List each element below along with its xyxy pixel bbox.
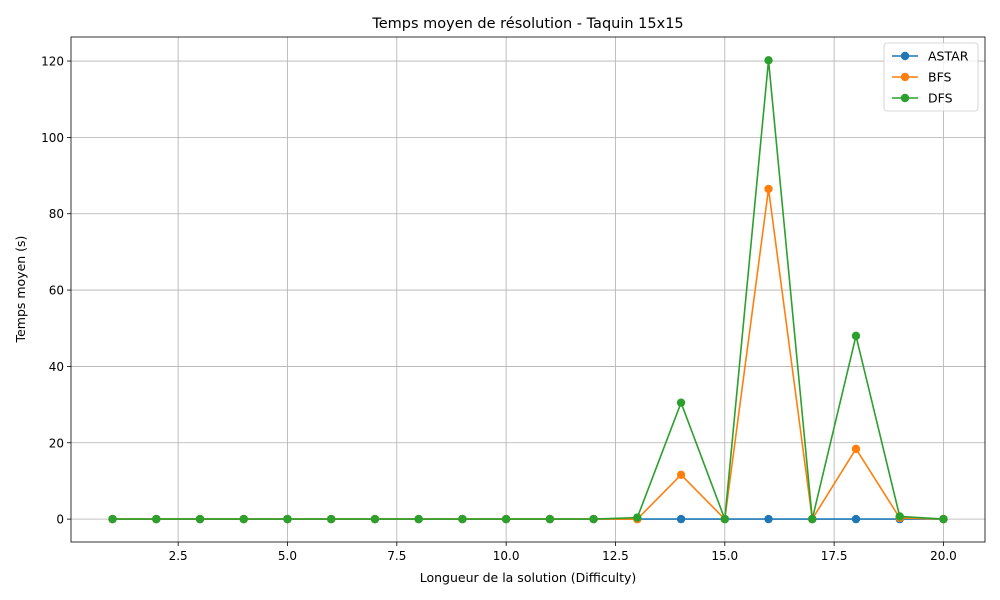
data-point-bfs [676, 470, 686, 480]
data-point-dfs [808, 514, 817, 524]
data-point-dfs [720, 514, 729, 524]
axis-ticks: 2.5 5.0 7.5 10.0 12.5 15.0 17.5 20.0 0 20 40 60 80 10… [41, 55, 957, 563]
grid [71, 37, 985, 542]
x-tick-label: 20.0 [930, 549, 957, 563]
data-point-dfs [195, 514, 205, 524]
y-tick-label: 20 [49, 436, 64, 450]
data-point-dfs [764, 56, 773, 65]
plot-series [108, 56, 948, 524]
series-line-dfs [112, 59, 944, 520]
legend: ASTAR BFS DFS [883, 42, 979, 112]
x-tick-label: 7.5 [387, 549, 406, 563]
y-tick-label: 60 [49, 284, 64, 298]
legend-marker-dfs [900, 93, 910, 103]
data-point-dfs [545, 514, 555, 524]
legend-label-astar: ASTAR [928, 49, 969, 64]
data-point-dfs [370, 514, 380, 524]
legend-label-dfs: DFS [928, 91, 953, 106]
legend-item-dfs: DFS [892, 91, 953, 106]
data-point-bfs [851, 444, 861, 454]
data-point-dfs [851, 331, 861, 341]
x-tick-label: 5.0 [278, 549, 297, 563]
legend-item-astar: ASTAR [892, 49, 969, 64]
data-point-dfs [458, 514, 467, 524]
legend-marker-bfs [900, 72, 910, 82]
x-axis-label: Longueur de la solution (Difficulty) [420, 570, 637, 585]
legend-item-bfs: BFS [892, 70, 952, 85]
data-point-dfs [676, 398, 686, 407]
data-point-dfs [939, 514, 948, 524]
y-tick-label: 100 [41, 131, 64, 145]
series-dfs [108, 56, 948, 524]
data-point-astar [676, 514, 686, 524]
x-tick-label: 12.5 [602, 549, 629, 563]
x-tick-label: 15.0 [711, 549, 738, 563]
data-point-bfs [764, 184, 773, 194]
data-point-dfs [283, 514, 292, 524]
y-tick-label: 40 [49, 360, 64, 374]
y-tick-label: 120 [41, 55, 64, 69]
data-point-dfs [108, 514, 117, 524]
data-point-dfs [589, 514, 598, 524]
y-axis-label: Temps moyen (s) [13, 236, 28, 344]
legend-marker-astar [900, 51, 910, 61]
data-point-astar [764, 514, 773, 524]
data-point-dfs [414, 514, 423, 524]
x-tick-label: 2.5 [169, 549, 188, 563]
chart-title: Temps moyen de résolution - Taquin 15x15 [371, 16, 683, 32]
legend-box [883, 42, 979, 112]
data-point-dfs [239, 514, 248, 524]
y-tick-label: 0 [56, 513, 64, 527]
data-point-dfs [152, 514, 161, 524]
data-point-dfs [501, 514, 511, 524]
x-tick-label: 10.0 [493, 549, 520, 563]
x-tick-label: 17.5 [821, 549, 848, 563]
data-point-dfs [895, 512, 904, 521]
y-tick-label: 80 [49, 207, 64, 221]
data-point-dfs [327, 514, 336, 524]
plot-frame [70, 36, 986, 543]
data-point-dfs [633, 513, 642, 522]
legend-label-bfs: BFS [928, 70, 952, 85]
data-point-astar [851, 514, 861, 524]
